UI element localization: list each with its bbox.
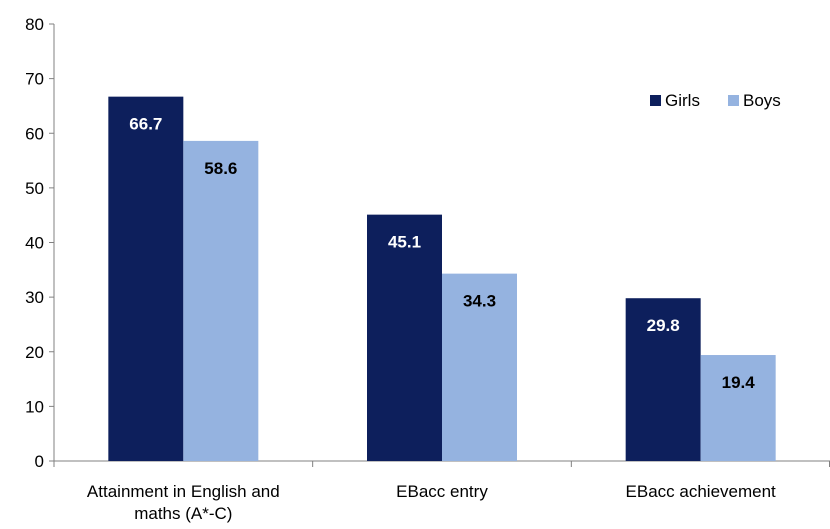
bar-girls xyxy=(625,298,701,461)
x-category-label-line: maths (A*-C) xyxy=(134,504,232,523)
y-tick-label: 70 xyxy=(25,70,44,89)
x-category-label-line: EBacc entry xyxy=(396,482,488,501)
data-label-boys: 19.4 xyxy=(722,373,756,392)
y-tick-label: 10 xyxy=(25,397,44,416)
data-label-girls: 45.1 xyxy=(388,233,421,252)
bar-girls xyxy=(108,96,184,462)
y-tick-label: 50 xyxy=(25,179,44,198)
y-tick-label: 0 xyxy=(35,452,44,471)
data-label-girls: 29.8 xyxy=(647,316,680,335)
data-labels: 66.7 58.6 45.1 34.3 29.8 19.4 xyxy=(129,115,755,392)
x-category-label-line: EBacc achievement xyxy=(626,482,777,501)
x-category-label: EBacc achievement xyxy=(626,482,777,501)
legend: Girls Boys xyxy=(650,91,781,110)
legend-swatch-girls xyxy=(650,95,661,106)
bar-boys xyxy=(700,355,776,461)
bar-boys xyxy=(442,273,517,461)
bars xyxy=(108,96,776,462)
bar-boys xyxy=(183,140,259,461)
x-axis: Attainment in English and maths (A*-C) EBa… xyxy=(53,460,830,523)
y-tick-label: 60 xyxy=(25,124,44,143)
data-label-boys: 34.3 xyxy=(463,292,496,311)
y-tick-label: 40 xyxy=(25,234,44,253)
x-category-label: Attainment in English and maths (A*-C) xyxy=(87,482,280,523)
y-tick-label: 80 xyxy=(25,15,44,34)
y-axis: 0 10 20 30 40 50 60 70 80 xyxy=(25,15,55,471)
x-category-label: EBacc entry xyxy=(396,482,488,501)
data-label-girls: 66.7 xyxy=(129,115,162,134)
y-tick-label: 30 xyxy=(25,288,44,307)
bar-girls xyxy=(367,214,442,461)
x-category-label-line: Attainment in English and xyxy=(87,482,280,501)
y-tick-label: 20 xyxy=(25,343,44,362)
legend-label-boys: Boys xyxy=(743,91,781,110)
legend-label-girls: Girls xyxy=(665,91,700,110)
data-label-boys: 58.6 xyxy=(204,159,237,178)
legend-swatch-boys xyxy=(728,95,739,106)
